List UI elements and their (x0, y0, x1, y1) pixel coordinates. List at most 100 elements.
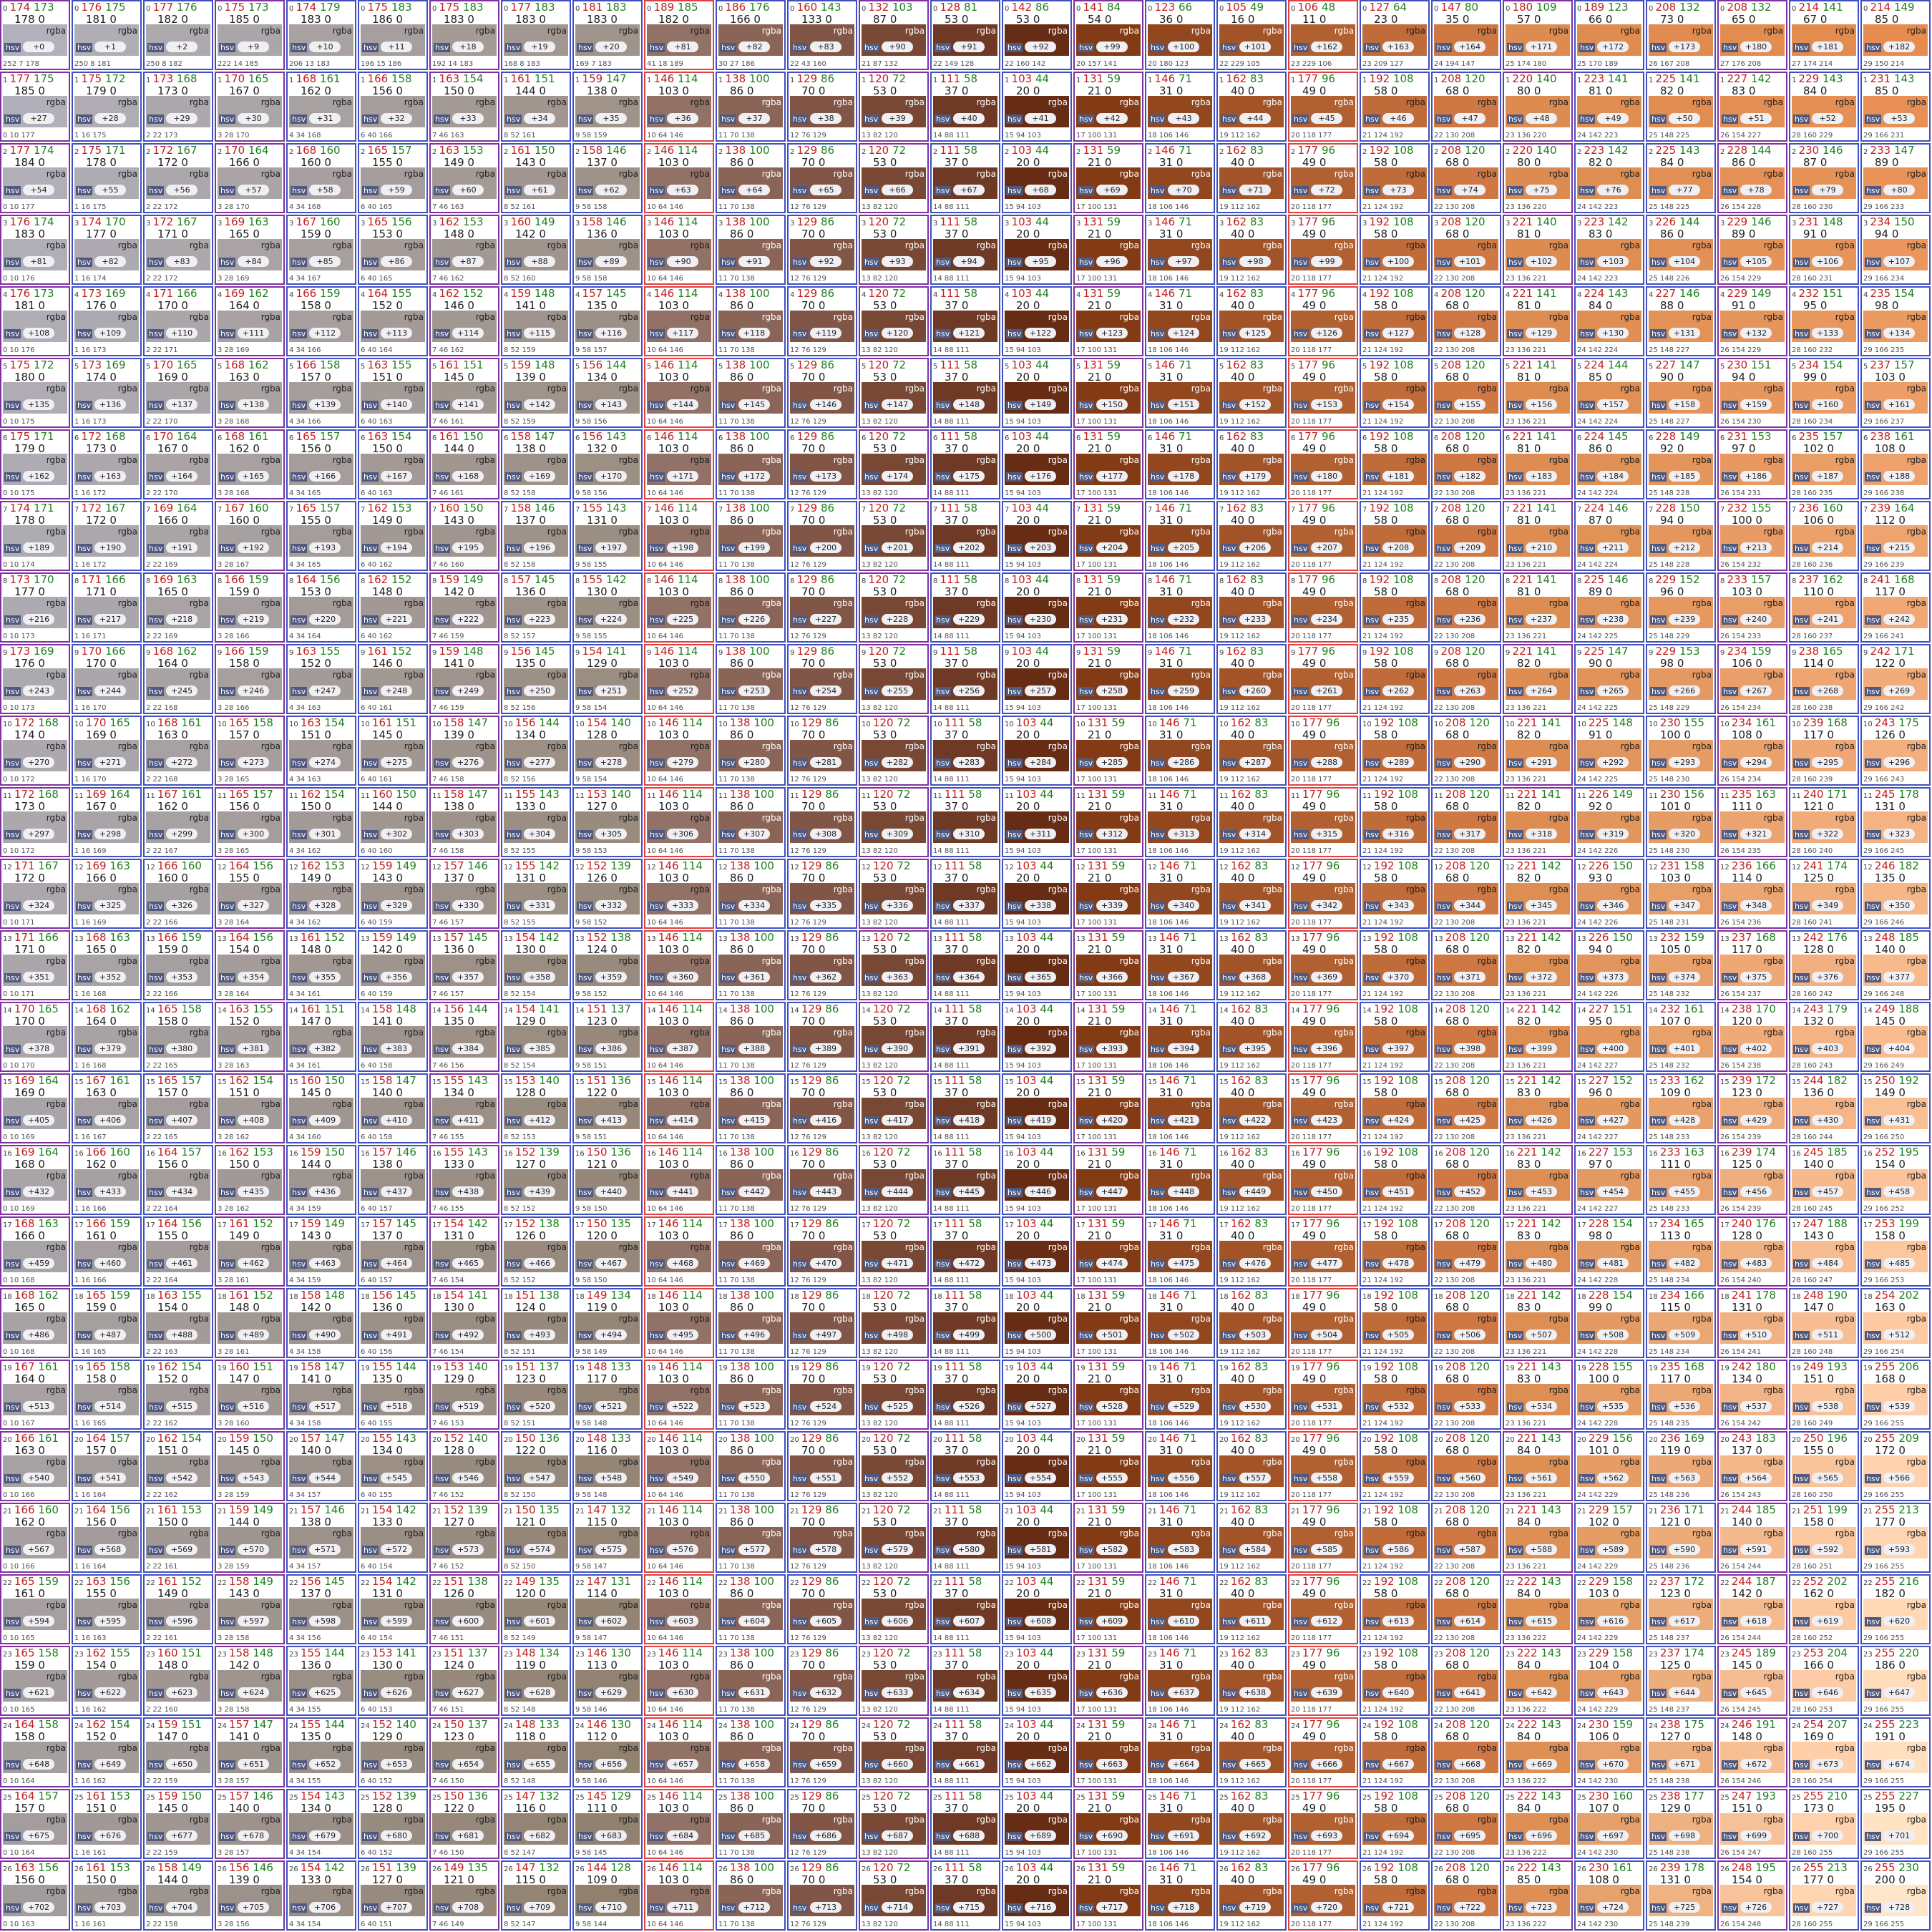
hsv-label: hsv (1078, 758, 1095, 768)
rgb-values: 2 230 146 (1792, 144, 1843, 157)
hsv-label: hsv (1865, 1259, 1882, 1269)
rgba-label: rgba (1906, 527, 1926, 537)
hsv-values: 8 52 154 (504, 990, 536, 998)
hsv-values: 11 70 138 (718, 633, 755, 640)
offset-badge: +554 (1025, 1473, 1056, 1483)
color-swatch-cell: 10 239 168 117 0 rgba hsv +295 28 160 239 (1789, 716, 1859, 786)
rgb-values: 3 229 146 (1720, 215, 1772, 228)
hsv-values: 18 106 146 (1148, 418, 1189, 426)
color-swatch-cell: 18 254 202 163 0 rgba hsv +512 29 166 254 (1860, 1288, 1931, 1358)
hsv-values: 206 13 183 (289, 60, 331, 68)
color-swatch-cell: 15 165 157 157 0 rgba hsv +407 2 22 165 (143, 1073, 213, 1143)
hsv-values: 10 64 146 (647, 1348, 683, 1356)
hsv-label: hsv (1793, 1331, 1810, 1340)
color-swatch-cell: 3 162 83 40 0 rgba hsv +98 19 112 162 (1216, 215, 1287, 285)
rgba-label: rgba (547, 26, 567, 36)
color-swatch-cell: 21 129 86 70 0 rgba hsv +578 12 76 129 (787, 1503, 857, 1573)
hsv-label: hsv (863, 186, 880, 195)
rgba-label: rgba (1405, 455, 1425, 465)
rgb-values: 1 138 100 (718, 72, 770, 85)
color-swatch-cell: 8 173 170 177 0 rgba hsv +216 0 10 173 (0, 572, 70, 643)
offset-badge: +259 (1168, 686, 1199, 696)
color-swatch-cell: 0 177 183 183 0 rgba hsv +19 168 8 183 (501, 0, 571, 70)
hsv-values: 4 34 159 (289, 1277, 321, 1284)
offset-badge: +10 (309, 42, 341, 52)
offset-badge: +254 (810, 686, 841, 696)
offset-badge: +260 (1239, 686, 1271, 696)
color-swatch-cell: 8 129 86 70 0 rgba hsv +227 12 76 129 (787, 572, 857, 643)
offset-badge: +252 (667, 686, 698, 696)
rgba-label: rgba (976, 26, 996, 36)
offset-badge: +194 (381, 542, 412, 553)
offset-badge: +453 (1526, 1186, 1557, 1197)
hsv-values: 20 118 177 (1291, 1491, 1332, 1499)
hsv-label: hsv (4, 472, 21, 482)
rgba-label: rgba (1548, 670, 1568, 680)
hsv-label: hsv (1364, 1617, 1381, 1626)
hsv-values: 22 160 142 (1005, 60, 1046, 68)
rgba-label: rgba (1620, 670, 1640, 680)
rgba-label: rgba (1048, 1171, 1068, 1181)
rgba-label: rgba (1334, 741, 1354, 751)
color-swatch-cell: 20 150 136 122 0 rgba hsv +547 8 52 150 (501, 1431, 571, 1501)
offset-badge: +64 (738, 185, 770, 195)
offset-badge: +171 (667, 471, 698, 482)
color-swatch-cell: 0 189 123 66 0 rgba hsv +172 25 170 189 (1574, 0, 1644, 70)
hsv-values: 8 52 149 (504, 1634, 536, 1642)
color-swatch-cell: 20 208 120 68 0 rgba hsv +560 22 130 208 (1431, 1431, 1501, 1501)
color-swatch-cell: 22 222 143 84 0 rgba hsv +615 23 136 222 (1503, 1574, 1573, 1644)
rgb-values: 2 163 153 (432, 144, 484, 157)
hsv-label: hsv (1793, 1617, 1810, 1626)
rgb-values: 2 223 142 (1577, 144, 1629, 157)
hsv-values: 29 166 255 (1863, 1563, 1905, 1571)
color-swatch-cell: 0 141 84 54 0 rgba hsv +99 20 157 141 (1073, 0, 1143, 70)
hsv-values: 18 106 146 (1148, 203, 1189, 211)
color-swatch-cell: 0 105 49 16 0 rgba hsv +101 22 229 105 (1216, 0, 1287, 70)
offset-badge: +196 (524, 542, 555, 553)
offset-badge: +487 (94, 1330, 126, 1340)
hsv-values: 10 64 146 (647, 203, 683, 211)
color-swatch-cell: 2 129 86 70 0 rgba hsv +65 12 76 129 (787, 143, 857, 213)
offset-badge: +305 (595, 829, 627, 839)
offset-badge: +594 (23, 1616, 54, 1626)
offset-badge: +371 (1454, 972, 1485, 982)
rgba-label: rgba (833, 97, 853, 107)
hsv-values: 252 7 178 (3, 60, 39, 68)
hsv-label: hsv (1078, 1617, 1095, 1626)
color-swatch-cell: 17 111 58 37 0 rgba hsv +472 14 88 111 (930, 1216, 1000, 1287)
value-line: 133 0 (801, 13, 832, 26)
hsv-values: 20 118 177 (1291, 990, 1332, 998)
color-swatch-cell: 8 192 108 58 0 rgba hsv +235 21 124 192 (1360, 572, 1430, 643)
rgba-label: rgba (260, 97, 280, 107)
hsv-label: hsv (147, 1045, 165, 1054)
color-swatch-cell: 4 164 155 152 0 rgba hsv +113 6 40 164 (358, 286, 428, 356)
color-swatch-cell: 22 149 135 120 0 rgba hsv +601 8 52 149 (501, 1574, 571, 1644)
offset-badge: +264 (1526, 686, 1557, 696)
color-swatch-cell: 21 244 185 140 0 rgba hsv +591 26 154 244 (1717, 1503, 1787, 1573)
hsv-values: 21 124 192 (1362, 561, 1404, 569)
offset-badge: +242 (1883, 614, 1915, 625)
rgba-label: rgba (547, 1028, 567, 1038)
value-line: 85 0 (1875, 84, 1899, 97)
offset-badge: +347 (1669, 900, 1700, 911)
color-swatch-cell: 5 159 148 139 0 rgba hsv +142 8 52 159 (501, 358, 571, 428)
hsv-label: hsv (4, 1546, 21, 1555)
color-swatch-cell: 22 158 149 143 0 rgba hsv +597 3 28 158 (215, 1574, 285, 1644)
hsv-values: 25 148 228 (1649, 561, 1690, 569)
hsv-label: hsv (577, 1474, 594, 1483)
hsv-label: hsv (1149, 687, 1166, 696)
hsv-values: 7 46 163 (432, 132, 464, 140)
rgb-values: 3 221 140 (1506, 215, 1557, 228)
hsv-label: hsv (1292, 1617, 1309, 1626)
offset-badge: +272 (166, 757, 197, 768)
offset-badge: +175 (953, 471, 985, 482)
hsv-values: 2 22 162 (146, 1491, 178, 1499)
hsv-label: hsv (1865, 615, 1882, 625)
hsv-values: 24 142 225 (1577, 704, 1619, 712)
color-swatch-cell: 3 177 96 49 0 rgba hsv +99 20 118 177 (1288, 215, 1358, 285)
hsv-values: 17 100 131 (1076, 847, 1118, 855)
offset-badge: +523 (738, 1401, 770, 1412)
offset-badge: +286 (1168, 757, 1199, 768)
offset-badge: +590 (1669, 1544, 1700, 1555)
offset-badge: +425 (1454, 1115, 1485, 1126)
